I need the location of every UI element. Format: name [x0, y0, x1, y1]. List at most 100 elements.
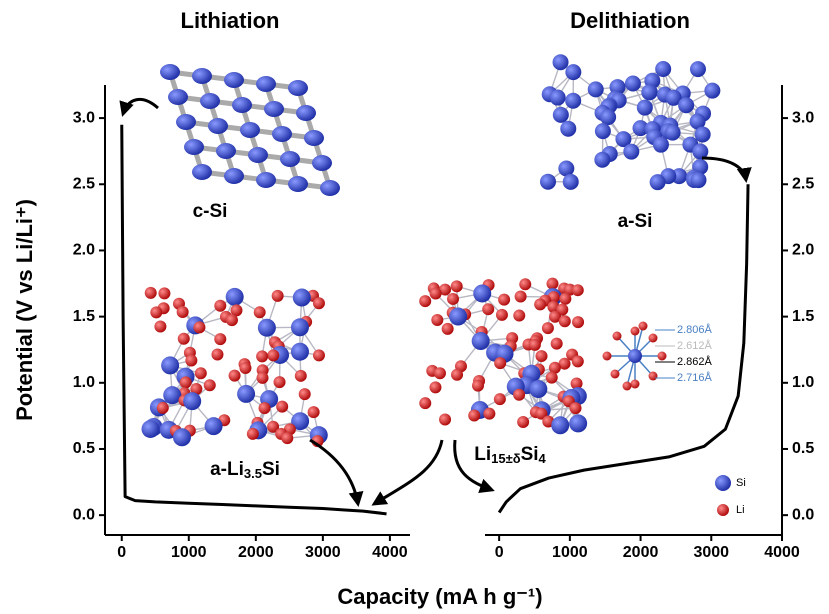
- label-part: 4: [539, 451, 547, 466]
- atom: [256, 350, 269, 363]
- arrow: [453, 439, 495, 493]
- atom: [257, 318, 276, 337]
- atom: [307, 406, 320, 419]
- atom: [468, 409, 481, 422]
- atom: [276, 400, 289, 413]
- atom: [689, 113, 706, 130]
- atom: [602, 351, 612, 361]
- y-tick-label: 3.0: [792, 109, 814, 126]
- atom: [657, 351, 667, 361]
- atom: [570, 377, 583, 390]
- atom: [548, 361, 561, 374]
- atom: [216, 143, 236, 159]
- atom: [610, 369, 620, 379]
- atom: [419, 295, 432, 308]
- atom: [177, 332, 190, 345]
- atom: [272, 126, 292, 142]
- label-part: c-Si: [193, 201, 228, 222]
- atom: [636, 99, 653, 116]
- atom: [622, 381, 632, 391]
- label-part: Si: [521, 444, 539, 465]
- atom: [230, 304, 243, 317]
- atom: [562, 173, 579, 190]
- atom: [264, 101, 284, 117]
- atom: [632, 120, 649, 137]
- panel-title: Lithiation: [181, 8, 280, 33]
- atom: [431, 313, 444, 326]
- atom: [204, 417, 223, 436]
- bond-length: 2.612Å: [677, 339, 713, 352]
- atom: [483, 407, 496, 420]
- atom: [320, 180, 340, 196]
- atom: [594, 123, 611, 140]
- atom: [473, 284, 492, 303]
- atom: [678, 97, 695, 114]
- atom: [224, 168, 244, 184]
- y-tick-label: 0.0: [792, 506, 814, 523]
- atom: [572, 316, 585, 329]
- atom: [439, 283, 452, 296]
- atom: [439, 413, 452, 426]
- atom: [267, 420, 280, 433]
- atom: [240, 122, 260, 138]
- structure-label: Li15±δSi4: [474, 444, 546, 466]
- atom: [184, 139, 204, 155]
- x-tick-label: 3000: [305, 544, 341, 561]
- illustrations: [141, 54, 721, 448]
- label-part: 3.5: [244, 466, 262, 481]
- atom: [290, 318, 309, 337]
- atom: [541, 322, 554, 335]
- atom: [248, 147, 268, 163]
- atom: [704, 82, 721, 99]
- x-tick-label: 2000: [238, 544, 274, 561]
- atom: [225, 314, 238, 327]
- x-tick-label: 2000: [623, 544, 659, 561]
- arrow: [371, 439, 444, 506]
- atom: [156, 401, 169, 414]
- atom: [648, 371, 658, 381]
- structure-label: c-Si: [193, 201, 228, 222]
- atom: [552, 106, 569, 123]
- legend-label: Li: [736, 504, 745, 516]
- atom: [232, 97, 252, 113]
- atom: [214, 333, 227, 346]
- atom: [649, 174, 666, 191]
- atom: [449, 307, 468, 326]
- atom: [280, 151, 300, 167]
- atom: [546, 277, 559, 290]
- atom: [612, 331, 622, 341]
- atom: [513, 388, 526, 401]
- atom: [291, 412, 310, 431]
- atom: [638, 321, 648, 331]
- atom: [281, 432, 294, 445]
- atom: [203, 379, 216, 392]
- atom: [211, 348, 224, 361]
- atom: [498, 293, 511, 306]
- label-part: a-Si: [618, 211, 653, 232]
- atom: [172, 428, 191, 447]
- atom: [472, 379, 485, 392]
- atom: [535, 350, 548, 363]
- label-part: a-Li: [210, 459, 244, 480]
- atom: [273, 376, 286, 389]
- curve: [120, 124, 387, 516]
- atom: [271, 289, 284, 302]
- atom: [161, 356, 180, 375]
- atom: [540, 173, 557, 190]
- atom: [312, 155, 332, 171]
- atom: [193, 321, 206, 334]
- atom: [429, 381, 442, 394]
- label-part: Li: [474, 444, 491, 465]
- atom: [692, 143, 709, 160]
- atom: [312, 297, 325, 310]
- atom: [447, 292, 460, 305]
- atom: [429, 287, 442, 300]
- atom: [495, 308, 508, 321]
- atom: [190, 382, 203, 395]
- atom: [594, 151, 611, 168]
- structure-label: a-Li3.5Si: [210, 459, 280, 481]
- y-tick-label: 1.5: [73, 308, 95, 325]
- y-tick-label: 1.0: [73, 374, 95, 391]
- atom: [569, 414, 588, 433]
